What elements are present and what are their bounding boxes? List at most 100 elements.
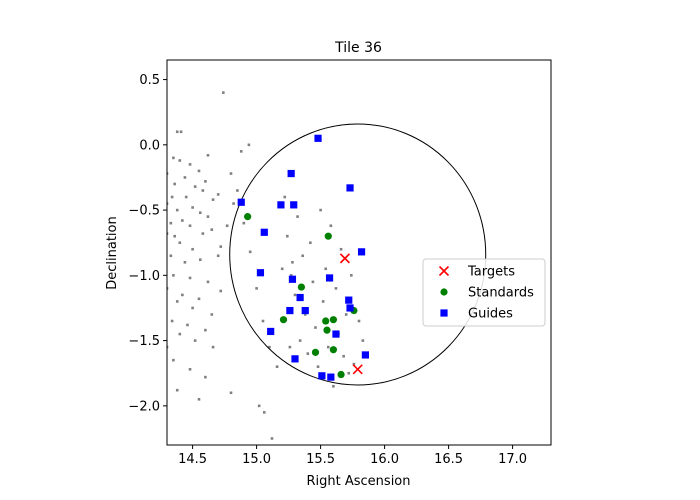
point-standards <box>337 370 345 379</box>
background-point <box>311 280 315 284</box>
background-point <box>344 313 348 316</box>
y-tick-label: 0.0 <box>139 138 160 153</box>
background-point <box>324 267 328 271</box>
background-point <box>257 404 261 408</box>
background-point <box>326 345 330 349</box>
background-point <box>242 221 246 225</box>
background-point <box>175 130 179 134</box>
background-point <box>296 215 299 218</box>
background-point <box>291 260 294 264</box>
background-point <box>167 172 169 175</box>
background-point <box>163 411 166 414</box>
background-point <box>275 365 279 368</box>
background-point <box>301 254 304 258</box>
point-guides <box>290 201 298 209</box>
background-point <box>298 339 302 342</box>
background-point <box>225 224 229 228</box>
point-standards <box>322 317 330 325</box>
background-point <box>167 232 169 235</box>
background-point <box>198 258 202 261</box>
background-point <box>339 247 343 251</box>
background-point <box>357 319 361 323</box>
x-tick-label: 15.5 <box>306 452 335 467</box>
legend: Targets Standards Guides <box>422 258 546 327</box>
point-guides <box>325 274 334 282</box>
background-point <box>347 371 351 375</box>
background-point <box>239 150 243 153</box>
background-point <box>316 365 320 368</box>
background-point <box>178 159 182 162</box>
background-point <box>289 274 293 277</box>
point-standards <box>329 346 337 354</box>
background-point <box>173 234 176 238</box>
x-tick-label: 16.5 <box>434 452 463 467</box>
point-guides <box>291 355 299 363</box>
background-point <box>236 189 239 192</box>
point-standards <box>329 316 337 324</box>
background-point <box>183 176 187 179</box>
point-guides <box>267 327 275 336</box>
point-guides <box>286 306 294 315</box>
background-point <box>314 326 317 329</box>
background-point <box>303 313 307 316</box>
background-point <box>178 332 182 336</box>
background-point <box>319 208 322 212</box>
background-point <box>175 388 179 392</box>
background-point <box>262 411 266 414</box>
point-guides <box>318 372 326 380</box>
background-point <box>197 398 201 401</box>
background-point <box>361 339 365 342</box>
background-point <box>169 221 173 225</box>
background-point <box>293 293 297 297</box>
background-point <box>350 274 353 277</box>
background-point <box>247 143 251 147</box>
point-guides <box>288 275 297 283</box>
background-point <box>206 153 210 157</box>
point-standards <box>279 316 288 324</box>
point-guides <box>260 228 268 236</box>
axes: 14.5 15.0 15.5 16.0 16.5 17.0 0.5 0.0 −0.5 −1.0 −1… <box>128 59 552 467</box>
background-point <box>188 163 192 166</box>
legend-label-targets: Targets <box>467 265 515 280</box>
background-point <box>204 375 207 379</box>
background-point <box>219 289 223 293</box>
background-point <box>197 169 201 173</box>
background-point <box>352 362 356 366</box>
point-guides <box>237 198 245 206</box>
background-point <box>210 228 214 231</box>
background-point <box>197 297 201 301</box>
background-point <box>268 345 271 349</box>
background-point <box>183 260 187 264</box>
background-point <box>206 280 210 284</box>
series-layer <box>237 134 369 381</box>
point-guides <box>361 351 369 359</box>
background-point <box>181 293 184 297</box>
background-point <box>321 300 325 303</box>
y-tick-label: 0.5 <box>139 73 160 88</box>
background-point <box>193 185 197 188</box>
tile-circle-layer <box>229 123 487 386</box>
background-point <box>216 254 220 258</box>
background-point <box>167 202 169 205</box>
background-points <box>163 91 365 440</box>
background-point <box>211 198 215 201</box>
point-standards <box>323 326 331 334</box>
legend-marker-standards <box>440 288 448 296</box>
background-point <box>179 130 183 134</box>
background-point <box>210 313 214 316</box>
point-guides <box>345 296 353 304</box>
legend-marker-guides <box>440 309 448 317</box>
x-tick-label: 16.0 <box>370 452 399 467</box>
point-guides <box>332 330 340 338</box>
background-point <box>222 91 225 94</box>
background-point <box>167 345 169 349</box>
background-point <box>211 345 215 349</box>
x-axis-label: Right Ascension <box>307 474 411 489</box>
background-point <box>280 267 284 271</box>
background-point <box>167 287 169 290</box>
tile-circle <box>229 123 487 386</box>
point-guides <box>277 201 285 209</box>
background-point <box>270 437 274 440</box>
x-tick-label: 15.0 <box>242 452 271 467</box>
x-tick-label: 17.0 <box>498 452 527 467</box>
